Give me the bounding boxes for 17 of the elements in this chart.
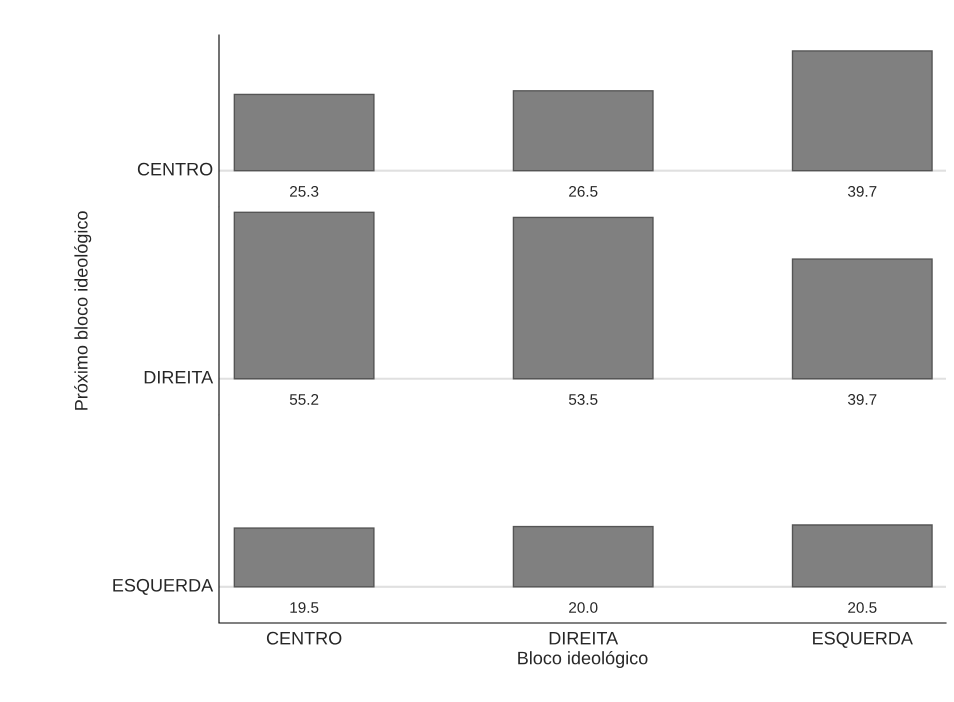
x-tick-label: CENTRO <box>266 632 342 645</box>
data-label: 20.0 <box>569 602 598 613</box>
x-tick-label: DIREITA <box>550 632 618 644</box>
data-label: 19.5 <box>290 602 318 613</box>
y-axis-title: Próximo bloco ideológico <box>74 211 92 410</box>
data-label: 25.3 <box>290 186 318 197</box>
text: DIREITA <box>144 371 214 384</box>
data-label: 39.7 <box>848 394 876 405</box>
text: CENTRO <box>138 162 212 176</box>
data-label: 53.5 <box>568 394 598 405</box>
x-tick-label: ESQUERDA <box>813 632 913 648</box>
data-label: 26.5 <box>569 186 598 197</box>
data-label: 39.7 <box>848 186 876 197</box>
text: ESQUERDA <box>113 578 214 595</box>
data-label: 20.5 <box>848 602 877 613</box>
x-axis-title: Bloco ideológico <box>518 650 648 668</box>
data-label: 55.2 <box>290 394 318 405</box>
